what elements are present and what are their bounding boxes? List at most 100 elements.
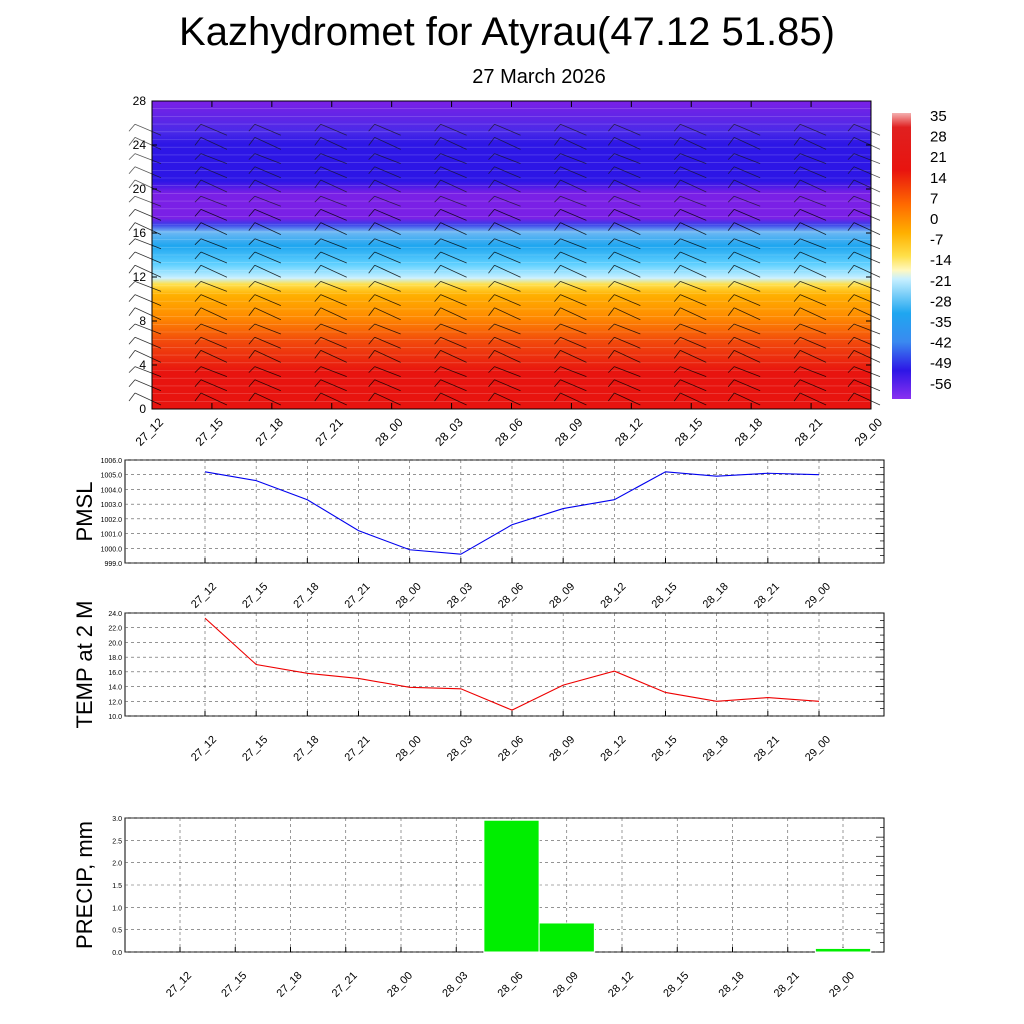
wind-barb bbox=[194, 307, 202, 317]
wind-barb bbox=[314, 123, 322, 132]
wind-barb bbox=[799, 123, 827, 136]
wind-barb bbox=[727, 153, 735, 160]
wind-barb bbox=[793, 294, 801, 302]
wind-barb bbox=[727, 166, 735, 175]
wind-barb bbox=[128, 264, 136, 274]
wind-barb bbox=[200, 336, 228, 349]
wind-barb bbox=[799, 323, 827, 335]
wind-barb bbox=[488, 336, 495, 345]
wind-barb bbox=[793, 350, 801, 359]
wind-barb bbox=[320, 281, 347, 292]
wind-barb bbox=[793, 379, 801, 388]
x-tick-label: 27_18 bbox=[275, 970, 305, 1000]
y-tick-label: 20.0 bbox=[108, 640, 122, 647]
wind-barb bbox=[560, 307, 587, 321]
wind-barb bbox=[608, 392, 615, 402]
wind-barb bbox=[680, 238, 707, 250]
wind-barb bbox=[368, 281, 375, 288]
wind-barb bbox=[320, 179, 347, 193]
wind-barb bbox=[733, 350, 761, 363]
wind-barb bbox=[374, 195, 401, 207]
x-tick-label: 28_21 bbox=[792, 415, 826, 449]
wind-barb bbox=[248, 323, 256, 331]
wind-barb bbox=[134, 392, 162, 406]
wind-barb bbox=[614, 238, 641, 250]
wind-barb bbox=[560, 336, 587, 349]
wind-barb bbox=[560, 166, 587, 179]
wind-barb bbox=[793, 195, 801, 203]
wind-barb bbox=[434, 251, 441, 260]
wind-barb bbox=[254, 123, 281, 136]
wind-barb bbox=[488, 379, 495, 388]
wind-barb bbox=[853, 323, 881, 335]
wind-barb bbox=[793, 392, 801, 402]
wind-barb bbox=[560, 251, 587, 264]
wind-barb bbox=[560, 294, 587, 306]
wind-barb bbox=[614, 294, 641, 306]
wind-barb bbox=[853, 281, 881, 292]
wind-barb bbox=[614, 222, 641, 235]
wind-barb bbox=[368, 336, 375, 345]
y-tick-label: 1002.0 bbox=[101, 517, 123, 524]
heatmap-field bbox=[152, 101, 871, 409]
wind-barb bbox=[128, 307, 136, 317]
wind-barb bbox=[494, 179, 521, 193]
wind-barb bbox=[799, 179, 827, 193]
wind-barb bbox=[368, 195, 375, 203]
wind-barb bbox=[727, 281, 735, 288]
colorbar-label: -35 bbox=[930, 314, 952, 331]
wind-barb bbox=[853, 166, 881, 179]
wind-barb bbox=[320, 166, 347, 179]
wind-barb bbox=[440, 123, 467, 136]
wind-barb bbox=[488, 238, 495, 246]
wind-barb bbox=[440, 153, 467, 164]
wind-barb bbox=[673, 153, 681, 160]
wind-barb bbox=[727, 307, 735, 317]
x-tick-label: 28_15 bbox=[650, 581, 680, 611]
wind-barb bbox=[799, 222, 827, 235]
wind-barb bbox=[494, 209, 521, 221]
wind-barb bbox=[494, 264, 521, 278]
wind-barb bbox=[374, 238, 401, 250]
wind-barb bbox=[434, 222, 441, 231]
wind-barb bbox=[560, 222, 587, 235]
wind-barb bbox=[194, 153, 202, 160]
wind-barb bbox=[434, 366, 441, 373]
colorbar-label: -28 bbox=[930, 293, 952, 310]
wind-barb bbox=[314, 179, 322, 189]
wind-barb bbox=[560, 350, 587, 363]
wind-barb bbox=[614, 379, 641, 392]
wind-barb bbox=[614, 166, 641, 179]
wind-barb bbox=[488, 264, 495, 274]
wind-barb bbox=[727, 195, 735, 203]
wind-barb bbox=[248, 238, 256, 246]
wind-barb bbox=[799, 392, 827, 406]
wind-barb bbox=[200, 294, 228, 306]
wind-barb bbox=[488, 392, 495, 402]
wind-barb bbox=[368, 307, 375, 317]
wind-barb bbox=[128, 195, 136, 203]
wind-barb bbox=[434, 392, 441, 402]
wind-barb bbox=[560, 153, 587, 164]
wind-barb bbox=[494, 166, 521, 179]
wind-barb bbox=[673, 336, 681, 345]
y-tick-label: 12 bbox=[133, 270, 147, 284]
wind-barb bbox=[488, 307, 495, 317]
wind-barb bbox=[793, 222, 801, 231]
colorbar-label: -21 bbox=[930, 273, 952, 290]
wind-barb bbox=[374, 209, 401, 221]
wind-barb bbox=[128, 350, 136, 359]
wind-barb bbox=[374, 281, 401, 292]
wind-barb bbox=[727, 123, 735, 132]
wind-barb bbox=[488, 166, 495, 175]
colorbar-label: 21 bbox=[930, 149, 947, 166]
x-tick-label: 28_18 bbox=[732, 415, 766, 449]
wind-barb bbox=[314, 251, 322, 260]
x-tick-label: 28_09 bbox=[552, 415, 586, 449]
wind-barb bbox=[727, 350, 735, 359]
x-tick-label: 29_00 bbox=[852, 415, 886, 449]
wind-barb bbox=[727, 392, 735, 402]
wind-barb bbox=[853, 137, 881, 150]
wind-barb bbox=[799, 153, 827, 164]
x-tick-label: 28_06 bbox=[496, 970, 526, 1000]
